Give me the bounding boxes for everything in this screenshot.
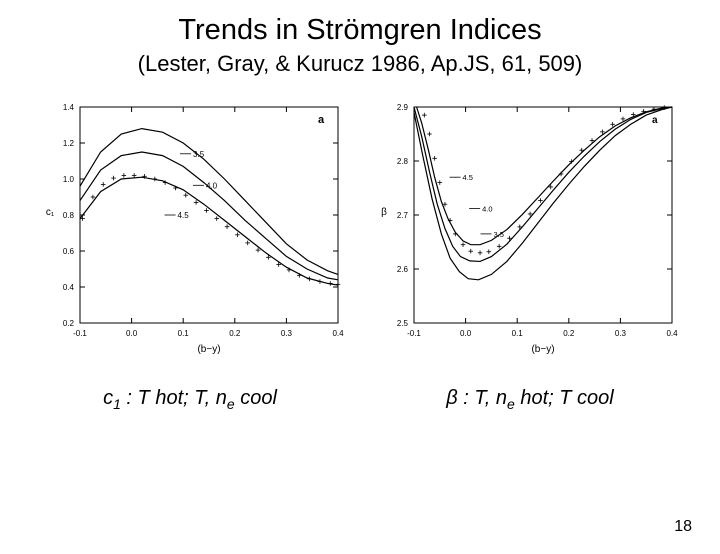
caption-row: c1 : T hot; T, ne cool β : T, ne hot; T … [0, 387, 720, 412]
svg-text:4.5: 4.5 [178, 211, 190, 220]
svg-text:0.8: 0.8 [63, 211, 75, 220]
svg-text:0.0: 0.0 [460, 329, 472, 338]
svg-text:0.2: 0.2 [229, 329, 241, 338]
svg-text:0.2: 0.2 [63, 319, 75, 328]
svg-text:-0.1: -0.1 [407, 329, 421, 338]
svg-text:0.2: 0.2 [563, 329, 575, 338]
svg-text:(b−y): (b−y) [197, 344, 220, 355]
svg-text:0.4: 0.4 [666, 329, 678, 338]
svg-text:0.1: 0.1 [178, 329, 190, 338]
svg-text:4.0: 4.0 [206, 181, 218, 190]
svg-text:4.0: 4.0 [482, 205, 492, 214]
svg-text:2.5: 2.5 [397, 319, 409, 328]
svg-text:2.7: 2.7 [397, 211, 409, 220]
svg-text:-0.1: -0.1 [73, 329, 87, 338]
svg-text:0.6: 0.6 [63, 247, 75, 256]
caption-right: β : T, ne hot; T cool [370, 387, 690, 412]
slide-subtitle: (Lester, Gray, & Kurucz 1986, Ap.JS, 61,… [0, 51, 720, 77]
svg-text:2.6: 2.6 [397, 265, 409, 274]
svg-text:1.2: 1.2 [63, 139, 75, 148]
svg-text:0.3: 0.3 [615, 329, 627, 338]
svg-text:0.4: 0.4 [332, 329, 344, 338]
svg-text:0.4: 0.4 [63, 283, 75, 292]
svg-text:2.9: 2.9 [397, 103, 409, 112]
svg-text:β: β [381, 207, 387, 218]
svg-text:1.0: 1.0 [63, 175, 75, 184]
svg-text:a: a [318, 114, 325, 126]
svg-text:2.8: 2.8 [397, 157, 409, 166]
svg-text:3.5: 3.5 [494, 230, 504, 239]
svg-text:c₁: c₁ [46, 207, 55, 218]
svg-text:(b−y): (b−y) [531, 344, 554, 355]
svg-text:4.5: 4.5 [463, 173, 473, 182]
svg-text:0.1: 0.1 [512, 329, 524, 338]
svg-text:1.4: 1.4 [63, 103, 75, 112]
chart-row: -0.1 0.0 0.1 0.2 0.3 0.4 0.2 0.4 0.6 0.8 1.0 1.2 1.4… [0, 97, 720, 357]
svg-text:0.0: 0.0 [126, 329, 138, 338]
svg-text:a: a [652, 115, 658, 126]
svg-text:3.5: 3.5 [193, 150, 205, 159]
caption-left: c1 : T hot; T, ne cool [30, 387, 350, 412]
chart-left: -0.1 0.0 0.1 0.2 0.3 0.4 0.2 0.4 0.6 0.8 1.0 1.2 1.4… [38, 97, 348, 357]
svg-text:0.3: 0.3 [281, 329, 293, 338]
slide-title: Trends in Strömgren Indices [0, 14, 720, 47]
page-number: 18 [674, 518, 692, 536]
chart-right: -0.1 0.0 0.1 0.2 0.3 0.4 2.5 2.6 2.7 2.8 2.9 3.5 4.0… [372, 97, 682, 357]
